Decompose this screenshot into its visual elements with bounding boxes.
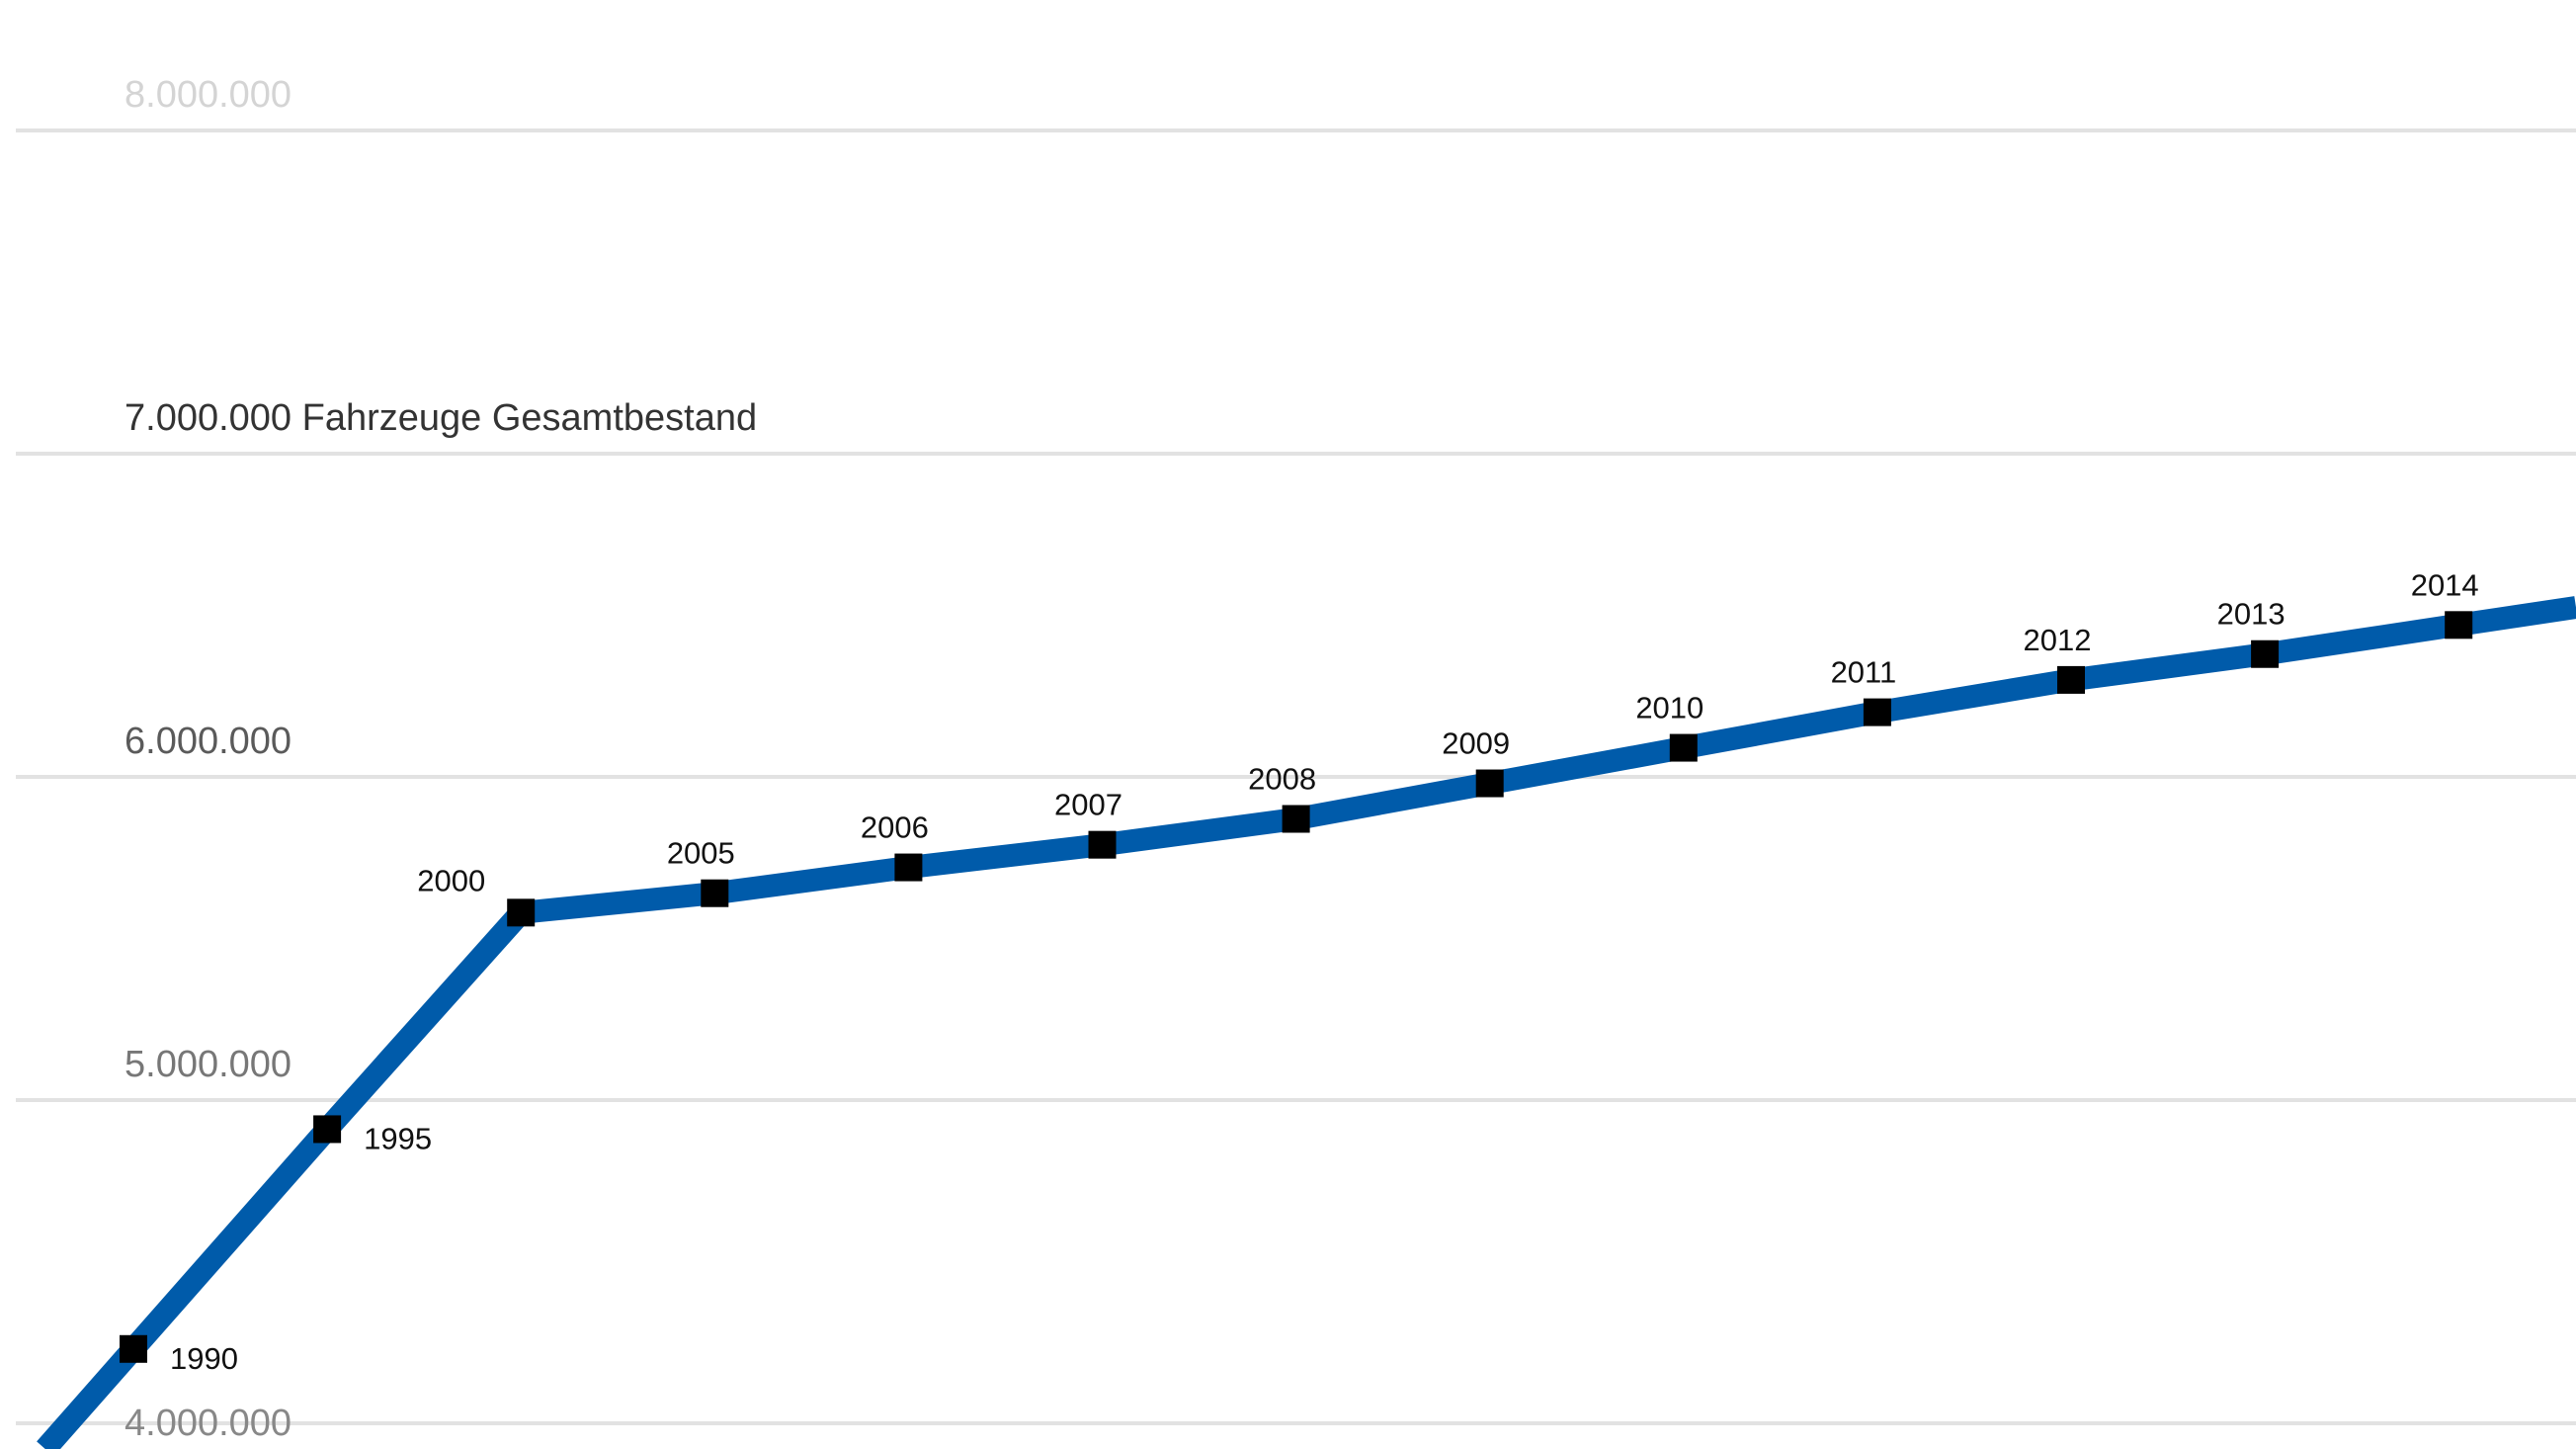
point-year-label: 2010 [1635,691,1703,725]
data-marker [701,879,729,907]
data-marker [894,853,923,882]
point-year-label: 1995 [364,1121,432,1155]
point-year-label: 2000 [417,863,485,897]
y-tick-label: 7.000.000 Fahrzeuge Gesamtbestand [125,397,757,439]
data-marker [1088,830,1117,859]
y-tick-label: 8.000.000 [125,74,291,116]
y-tick-value: 6.000.000 [125,721,291,762]
series-line [37,596,2576,1449]
data-marker [2251,639,2280,668]
data-markers [120,611,2473,1363]
axis-unit-label: Fahrzeuge Gesamtbestand [302,397,758,439]
point-year-label: 2013 [2217,597,2285,632]
y-tick-value: 5.000.000 [125,1044,291,1085]
data-marker [2445,611,2473,639]
y-tick-value: 4.000.000 [125,1403,291,1444]
data-marker [2057,665,2085,694]
point-year-label: 2008 [1248,762,1316,797]
data-marker [1282,805,1310,833]
point-year-label: 1990 [170,1341,238,1376]
y-tick-value: 8.000.000 [125,74,291,116]
data-marker [120,1334,147,1363]
gridlines [16,128,2576,1425]
point-year-label: 2011 [1831,655,1897,690]
data-marker [1863,698,1891,726]
y-tick-value: 7.000.000 [125,397,291,439]
y-tick-label: 4.000.000 [125,1403,291,1444]
y-axis-labels: 8.000.000 7.000.000 Fahrzeuge Gesamtbesta… [125,74,757,1444]
y-tick-label: 5.000.000 [125,1044,291,1085]
data-marker [1475,769,1504,798]
point-year-label: 2006 [861,810,929,845]
point-labels: 1990 1995 2000 2005 2006 2007 2008 2009 2010 2011… [170,567,2479,1375]
point-year-label: 2007 [1054,788,1122,822]
point-year-label: 2012 [2024,623,2092,657]
point-year-label: 2009 [1442,726,1510,761]
point-year-label: 2014 [2411,567,2479,602]
series-line-path [37,596,2576,1449]
y-tick-label: 6.000.000 [125,721,291,762]
point-year-label: 2005 [667,836,735,871]
data-marker [507,898,536,927]
data-marker [313,1115,342,1144]
data-marker [1669,733,1698,762]
